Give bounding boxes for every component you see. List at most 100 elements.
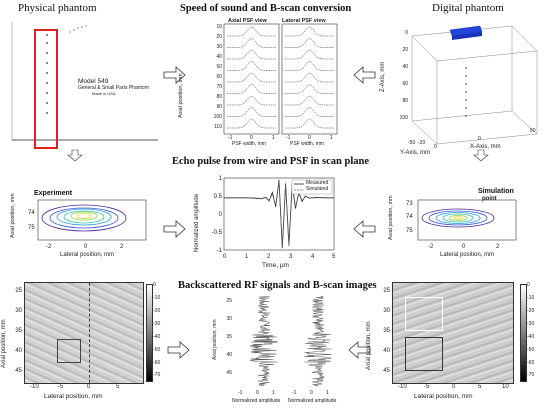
bscan-xtick: 5: [478, 384, 482, 390]
psf-ytick: 10: [216, 24, 222, 30]
cbar-tick: -50: [527, 347, 535, 353]
psf-profile: [227, 61, 276, 71]
psf-xtick: -1: [286, 135, 291, 141]
cbar-tick: -10: [153, 295, 161, 301]
psf-curves: [227, 26, 334, 129]
cbar-tick: 0: [527, 282, 530, 288]
psf-profile: [285, 72, 334, 83]
psf-ytick: 90: [216, 104, 222, 110]
echo-ytick: 0: [218, 212, 222, 218]
digital-ztick: 0: [405, 30, 408, 36]
bscan-xtick: -10: [30, 384, 39, 390]
echo-xtick: 2: [267, 254, 271, 260]
echo-ytick: -1: [216, 248, 222, 254]
echo-frame: [223, 177, 335, 251]
psf-profile: [285, 49, 334, 60]
simulation-ytick: 74: [406, 214, 413, 220]
psf-profile: [285, 95, 334, 106]
psf-ytick: 70: [216, 84, 222, 90]
echo-xlabel: Time, μm: [262, 262, 289, 269]
echo-legend-measured: Measured: [306, 180, 329, 186]
experiment-xtick: -2: [46, 244, 52, 250]
digital-ztick: 80: [402, 98, 408, 104]
digital-xtick: 50: [530, 128, 536, 134]
echo-ytick: -0.5: [211, 230, 222, 236]
phantom-model: Model 549: [78, 78, 109, 85]
bscan-right-roi-top: [405, 297, 443, 331]
echo-xtick: 4: [311, 254, 315, 260]
simulation-ytick: 73: [406, 201, 413, 207]
bscan-right-roi-bottom: [405, 337, 443, 371]
echo-xtick: 1: [245, 254, 249, 260]
psf-profile: [227, 118, 276, 129]
rf-signal-right: [304, 295, 332, 387]
bscan-ytick: 40: [383, 348, 390, 354]
physical-phantom-figure: [10, 18, 160, 149]
cbar-tick: -50: [153, 347, 161, 353]
rf-xtick: 1: [272, 390, 275, 396]
digital-xtick-left: -50: [408, 140, 416, 146]
bscan-xtick: 0: [452, 384, 456, 390]
simulation-xtick: 2: [496, 244, 500, 250]
echo-ylabel: Normalized amplitude: [194, 193, 200, 252]
cbar-tick: -70: [153, 372, 161, 378]
bscan-right-ylabel: Axial position, mm: [366, 321, 372, 370]
psf-ytick: 50: [216, 64, 222, 70]
digital-ztick: 20: [402, 47, 408, 53]
cbar-tick: -30: [153, 321, 161, 327]
bscan-ytick: 25: [15, 288, 22, 294]
experiment-title: Experiment: [34, 190, 73, 197]
psf-profile: [285, 84, 334, 94]
rf-trace: [304, 295, 332, 387]
simulation-point: point: [482, 196, 497, 202]
bscan-right-image: [392, 282, 514, 384]
psf-xtick: 1: [272, 135, 275, 141]
psf-ytick: 110: [214, 124, 222, 130]
psf-profile: [227, 72, 276, 83]
experiment-xtick: 2: [120, 244, 124, 250]
simulation-title: Simulation: [478, 188, 514, 195]
phantom-name: General & Small Parts Phantom: [78, 85, 149, 91]
digital-phantom-3d: [411, 25, 538, 145]
rf-signal-left: [249, 295, 278, 387]
psf-profile: [285, 61, 334, 71]
cbar-tick: -60: [153, 360, 161, 366]
simulation-ytick: 75: [406, 228, 413, 234]
bscan-left-colorbar: [146, 284, 153, 382]
cbar-tick: -10: [527, 295, 535, 301]
arrow-right-mid: [163, 220, 186, 238]
psf-lateral-frame: [281, 23, 338, 135]
psf-yticks: 10 20 30 40 50 60 70 80 90 100 110: [206, 22, 222, 134]
rf-ylabel: Axial position, mm: [212, 319, 218, 360]
psf-profile: [227, 26, 276, 37]
digital-zlabel: Z-Axis, mm: [380, 61, 386, 92]
bscan-left-dashed-line: [89, 283, 90, 383]
cbar-tick: -60: [527, 360, 535, 366]
psf-profile: [227, 38, 276, 48]
digital-ztick: 40: [402, 64, 408, 70]
psf-profile: [227, 107, 276, 117]
simulation-xtick: 0: [462, 244, 466, 250]
rf-xlabel-right: Normalized amplitude: [288, 398, 337, 404]
physical-phantom-title: Physical phantom: [18, 2, 97, 14]
bscan-left-roi: [57, 339, 81, 363]
echo-ytick: 1: [218, 176, 222, 182]
psf-xtick: -1: [228, 135, 233, 141]
experiment-ytick: 74: [28, 210, 35, 216]
phantom-svg: [11, 22, 158, 149]
echo-legend: [291, 179, 333, 195]
rf-xtick: 1: [326, 390, 329, 396]
arrow-left-top: [353, 66, 376, 84]
experiment-xlabel: Lateral position, mm: [60, 252, 115, 258]
echo-yticks: 1 0.5 0 -0.5 -1: [206, 176, 222, 256]
experiment-xtick: 0: [84, 244, 88, 250]
psf-ytick: 100: [213, 114, 222, 120]
echo-xtick: 3: [289, 254, 293, 260]
cbar-tick: -30: [527, 321, 535, 327]
bscan-ytick: 25: [383, 288, 390, 294]
bscan-xtick: 10: [502, 384, 509, 390]
psf-ytick: 60: [216, 74, 222, 80]
bscan-ytick: 45: [383, 368, 390, 374]
rf-xtick: 0: [256, 390, 259, 396]
